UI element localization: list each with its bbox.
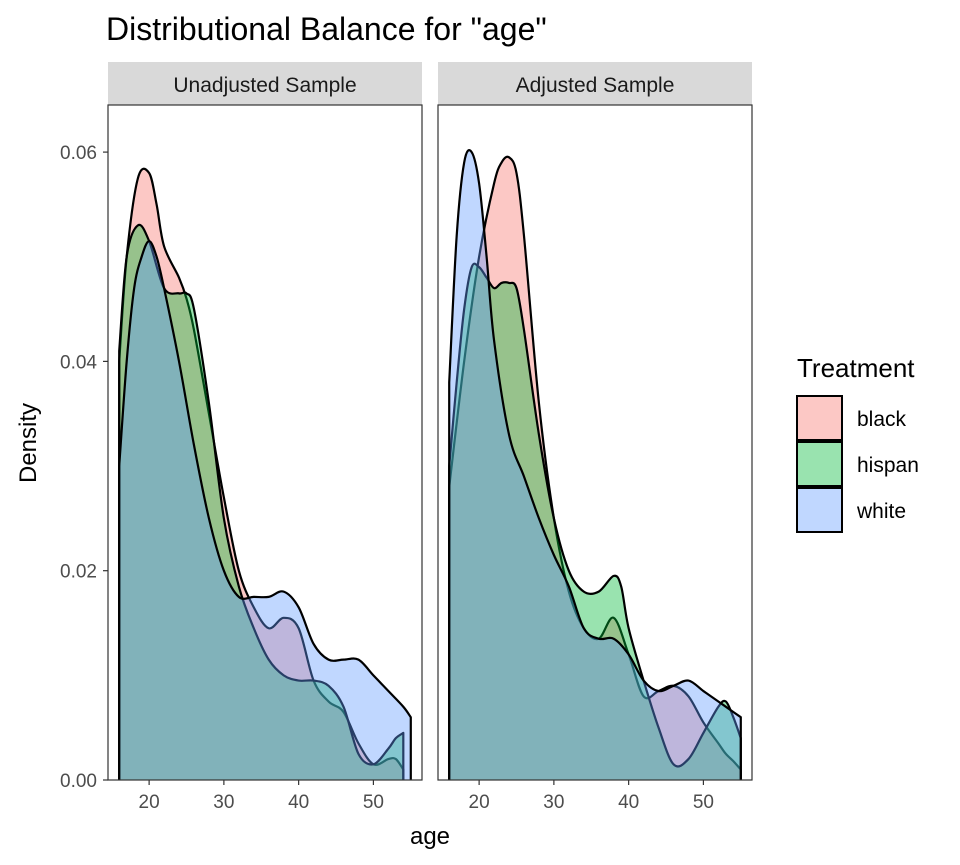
x-axis-title: age [410, 823, 450, 850]
facet-panel: Adjusted Sample 20 30 40 50 [437, 62, 753, 813]
density-line-hispan [118, 223, 405, 780]
density-line-white [448, 149, 742, 780]
density-line-white [118, 239, 412, 780]
legend-title: Treatment [797, 353, 915, 383]
panel-border [437, 104, 753, 781]
facet-strip-label: Unadjusted Sample [173, 74, 356, 97]
x-tick-label: 50 [693, 792, 714, 813]
x-tick-label: 20 [469, 792, 490, 813]
density-area-hispan [449, 263, 741, 780]
density-area-black [119, 168, 404, 780]
legend-key-black [796, 395, 843, 441]
legend: Treatment black hispan white [796, 353, 919, 533]
density-area-hispan [119, 224, 404, 780]
x-tick-label: 50 [363, 792, 384, 813]
density-area-white [449, 150, 741, 780]
x-tick-label: 30 [213, 792, 234, 813]
x-tick-label: 20 [139, 792, 160, 813]
y-axis-title: Density [15, 403, 42, 483]
facet-strip-label: Adjusted Sample [516, 74, 675, 97]
legend-key-hispan [796, 441, 843, 487]
density-areas [448, 149, 742, 780]
legend-label: hispan [857, 454, 919, 477]
y-tick-label: 0.04 [60, 352, 97, 373]
density-line-hispan [448, 262, 742, 780]
legend-label: white [856, 500, 906, 523]
y-tick-label: 0.02 [60, 562, 97, 583]
panel-border [107, 104, 423, 781]
y-tick-label: 0.06 [60, 143, 97, 164]
x-tick-label: 40 [618, 792, 639, 813]
legend-label: black [857, 408, 907, 431]
facet-panel: Unadjusted Sample 20 30 40 50 [107, 62, 423, 813]
x-tick-label: 40 [288, 792, 309, 813]
facet-strip [438, 62, 752, 105]
y-tick-label: 0.00 [60, 771, 97, 792]
density-line-black [118, 167, 405, 780]
y-axis: 0.00 0.02 0.04 0.06 [60, 143, 108, 792]
density-area-white [119, 241, 411, 780]
density-areas [118, 167, 412, 780]
legend-key-white [796, 487, 843, 533]
facet-panels: 0.00 0.02 0.04 0.06 Unadjusted Sample 20 30 40 5… [60, 62, 753, 813]
chart-title: Distributional Balance for "age" [106, 11, 547, 47]
facet-strip [108, 62, 422, 105]
x-tick-label: 30 [543, 792, 564, 813]
